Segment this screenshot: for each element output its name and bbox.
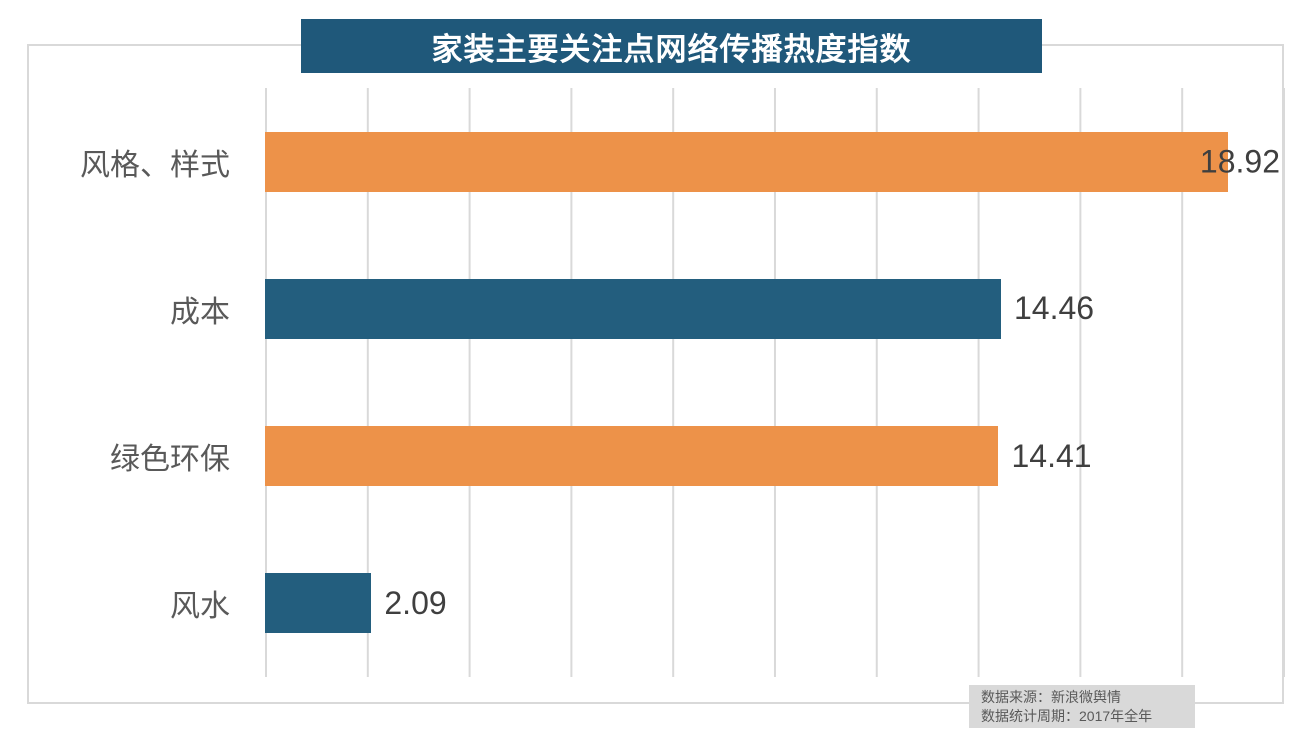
data-source-note: 数据来源：新浪微舆情 [981, 689, 1121, 705]
category-label: 风水 [170, 590, 230, 624]
category-label: 成本 [170, 295, 230, 329]
value-label: 2.09 [384, 584, 447, 621]
bar [265, 573, 372, 634]
bar-row: 18.92 [265, 88, 1283, 235]
category-label: 风格、样式 [80, 148, 230, 182]
bar-row: 14.46 [265, 235, 1283, 382]
plot-area: 18.92 14.46 14.41 2.09 [265, 88, 1285, 677]
value-label: 18.92 [1199, 143, 1280, 180]
data-source-box: 数据来源：新浪微舆情 数据统计周期：2017年全年 [969, 685, 1195, 728]
bar [265, 131, 1229, 192]
category-label: 绿色环保 [110, 443, 230, 477]
value-label: 14.41 [1011, 437, 1092, 474]
category-axis: 风格、样式 成本 绿色环保 风水 [0, 88, 230, 677]
bar [265, 426, 999, 487]
bar-row: 14.41 [265, 383, 1283, 530]
bar [265, 278, 1001, 339]
bar-row: 2.09 [265, 530, 1283, 677]
chart-title: 家装主要关注点网络传播热度指数 [301, 19, 1042, 73]
data-period-note: 数据统计周期：2017年全年 [981, 708, 1153, 724]
value-label: 14.46 [1014, 290, 1095, 327]
